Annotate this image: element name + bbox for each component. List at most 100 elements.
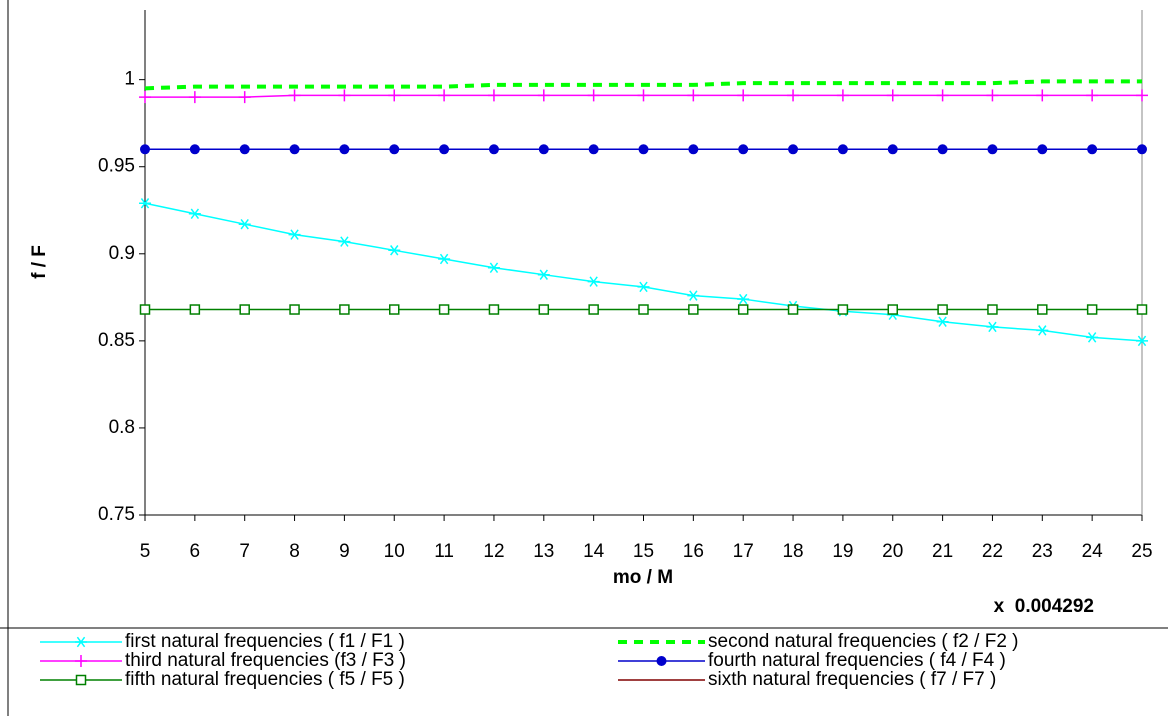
marker (887, 144, 898, 155)
legend-marker (75, 655, 87, 667)
marker (1136, 89, 1148, 102)
legend-marker (75, 636, 87, 648)
marker (238, 91, 251, 104)
legend-marker (656, 656, 667, 666)
marker (637, 281, 650, 293)
x-tick-label: 12 (483, 541, 504, 562)
x-tick-label: 6 (190, 541, 201, 562)
marker (1036, 325, 1049, 336)
legend-label: fourth natural frequencies ( f4 / F4 ) (708, 650, 1006, 671)
marker (936, 316, 949, 327)
marker (837, 144, 848, 155)
marker (987, 144, 998, 155)
x-tick-label: 22 (982, 541, 1003, 562)
marker (1037, 144, 1048, 155)
marker (289, 144, 300, 155)
marker (1136, 304, 1148, 315)
legend-label: fifth natural frequencies ( f5 / F5 ) (125, 669, 405, 690)
marker (537, 89, 550, 102)
marker (1136, 335, 1148, 347)
marker (1087, 144, 1098, 155)
marker (538, 304, 550, 315)
marker (638, 304, 649, 315)
legend-label: second natural frequencies ( f2 / F2 ) (708, 631, 1019, 652)
marker (488, 304, 500, 315)
marker (836, 89, 849, 102)
y-tick-label: 0.85 (98, 330, 135, 351)
marker (1037, 304, 1048, 315)
marker (837, 304, 849, 315)
x-tick-label: 7 (239, 541, 250, 562)
marker (738, 144, 749, 155)
x-tick-label: 14 (583, 541, 605, 562)
y-tick-label: 1 (124, 69, 135, 90)
marker (389, 304, 400, 315)
x-tick-label: 10 (384, 541, 405, 562)
marker (937, 304, 948, 315)
marker (587, 276, 600, 287)
marker (1086, 332, 1099, 343)
annotation: x 0.004292 (994, 596, 1094, 617)
marker (188, 91, 201, 104)
marker (189, 144, 200, 155)
x-tick-label: 5 (140, 541, 151, 562)
marker (388, 245, 401, 256)
marker (487, 262, 500, 273)
marker (487, 89, 500, 102)
x-tick-label: 19 (832, 541, 853, 562)
marker (986, 321, 999, 333)
marker (338, 236, 351, 247)
marker (737, 304, 749, 315)
x-tick-label: 13 (533, 541, 554, 562)
marker (937, 144, 948, 155)
x-tick-label: 15 (633, 541, 654, 562)
legend-marker (75, 674, 87, 686)
marker (638, 144, 649, 155)
x-tick-label: 23 (1032, 541, 1053, 562)
marker (637, 89, 650, 102)
marker (339, 304, 350, 315)
marker (538, 144, 549, 155)
marker (737, 293, 750, 305)
marker (438, 304, 450, 315)
marker (488, 144, 499, 155)
y-tick-label: 0.95 (98, 156, 135, 177)
marker (289, 304, 300, 315)
marker (1036, 89, 1049, 102)
marker (1086, 89, 1099, 102)
y-tick-label: 0.9 (109, 243, 135, 264)
x-tick-label: 25 (1131, 541, 1152, 562)
marker (338, 89, 351, 102)
marker (339, 144, 350, 155)
x-tick-label: 8 (289, 541, 300, 562)
marker (788, 144, 799, 155)
marker (139, 198, 151, 209)
marker (389, 144, 400, 155)
marker (239, 144, 250, 155)
x-tick-label: 18 (782, 541, 803, 562)
x-axis-label: mo / M (613, 567, 673, 588)
marker (687, 89, 700, 102)
marker (986, 89, 999, 102)
marker (288, 89, 301, 102)
marker (239, 304, 250, 315)
x-tick-label: 11 (434, 541, 454, 562)
marker (936, 89, 949, 102)
marker (288, 229, 301, 240)
legend-label: sixth natural frequencies ( f7 / F7 ) (708, 669, 996, 690)
marker (588, 304, 599, 315)
marker (588, 144, 599, 155)
marker (687, 290, 700, 301)
marker (1137, 144, 1147, 155)
x-tick-label: 21 (932, 541, 953, 562)
y-tick-label: 0.8 (109, 417, 135, 438)
x-tick-label: 24 (1082, 541, 1104, 562)
marker (388, 89, 401, 102)
y-tick-label: 0.75 (98, 504, 135, 525)
y-axis-label: f / F (29, 245, 50, 279)
marker (189, 304, 201, 315)
marker (438, 89, 451, 102)
marker (439, 144, 450, 155)
marker (140, 144, 150, 155)
